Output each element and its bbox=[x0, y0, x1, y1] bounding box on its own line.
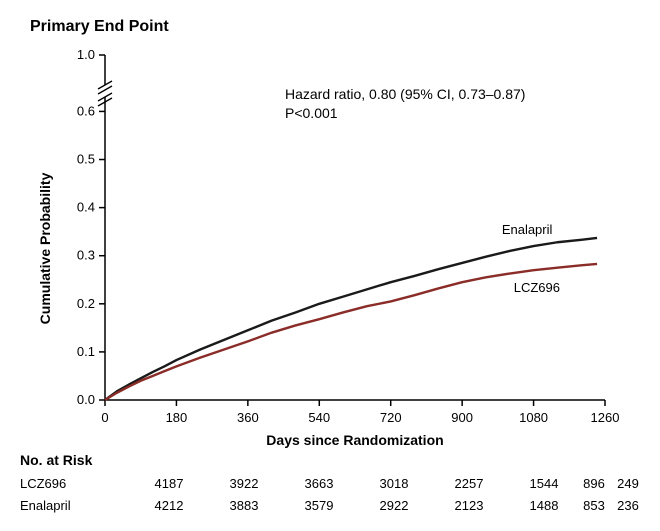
svg-text:540: 540 bbox=[308, 410, 330, 425]
risk-row-label: LCZ696 bbox=[20, 476, 66, 491]
svg-text:1080: 1080 bbox=[519, 410, 548, 425]
svg-text:1.0: 1.0 bbox=[77, 47, 95, 62]
risk-cell: 249 bbox=[600, 476, 656, 491]
svg-text:720: 720 bbox=[380, 410, 402, 425]
svg-text:0.2: 0.2 bbox=[77, 296, 95, 311]
svg-text:0.0: 0.0 bbox=[77, 392, 95, 407]
risk-cell: 1488 bbox=[516, 498, 572, 513]
risk-cell: 4187 bbox=[141, 476, 197, 491]
svg-text:Cumulative Probability: Cumulative Probability bbox=[37, 172, 53, 324]
svg-text:0.6: 0.6 bbox=[77, 103, 95, 118]
svg-text:1260: 1260 bbox=[591, 410, 620, 425]
risk-cell: 3579 bbox=[291, 498, 347, 513]
risk-title: No. at Risk bbox=[20, 452, 92, 468]
risk-cell: 3922 bbox=[216, 476, 272, 491]
risk-row-label: Enalapril bbox=[20, 498, 71, 513]
svg-text:Days since Randomization: Days since Randomization bbox=[266, 432, 443, 448]
svg-text:900: 900 bbox=[451, 410, 473, 425]
svg-text:0: 0 bbox=[101, 410, 108, 425]
svg-text:180: 180 bbox=[166, 410, 188, 425]
svg-text:0.4: 0.4 bbox=[77, 200, 95, 215]
svg-text:0.3: 0.3 bbox=[77, 248, 95, 263]
risk-cell: 1544 bbox=[516, 476, 572, 491]
svg-text:LCZ696: LCZ696 bbox=[514, 280, 560, 295]
risk-cell: 2922 bbox=[366, 498, 422, 513]
svg-text:360: 360 bbox=[237, 410, 259, 425]
risk-cell: 2257 bbox=[441, 476, 497, 491]
risk-cell: 2123 bbox=[441, 498, 497, 513]
risk-cell: 3018 bbox=[366, 476, 422, 491]
svg-text:0.1: 0.1 bbox=[77, 344, 95, 359]
risk-cell: 3663 bbox=[291, 476, 347, 491]
svg-text:0.5: 0.5 bbox=[77, 152, 95, 167]
risk-cell: 4212 bbox=[141, 498, 197, 513]
risk-cell: 3883 bbox=[216, 498, 272, 513]
km-plot: 0.0 0.1 0.2 0.3 0.4 0.5 0.6 1.0 0 180 360 540 720 900… bbox=[0, 0, 660, 531]
risk-cell: 236 bbox=[600, 498, 656, 513]
svg-text:Enalapril: Enalapril bbox=[502, 222, 553, 237]
